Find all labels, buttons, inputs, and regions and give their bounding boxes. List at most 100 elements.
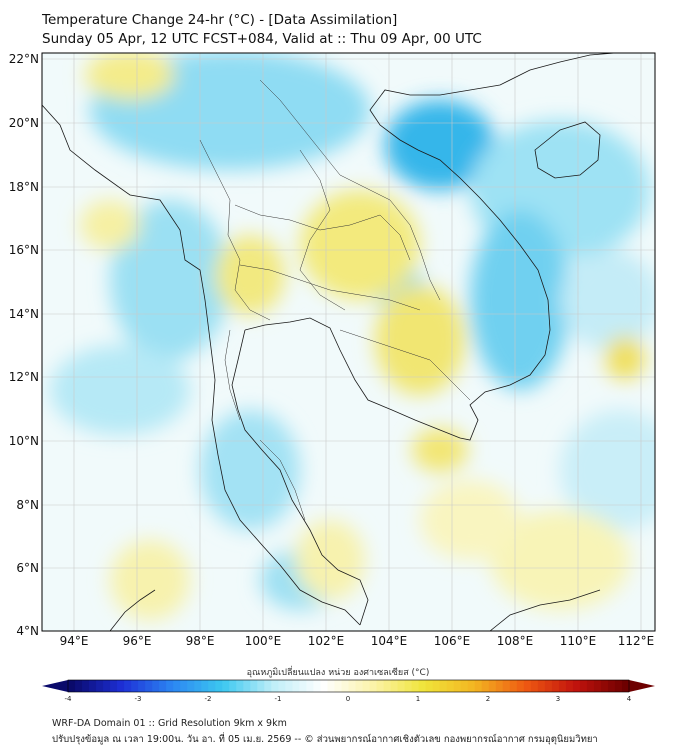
colorbar-cell xyxy=(180,680,188,692)
lat-label: 20°N xyxy=(9,116,39,130)
colorbar-cell xyxy=(222,680,230,692)
colorbar-cell xyxy=(467,680,476,692)
colorbar-cell xyxy=(502,680,511,692)
colorbar-cell xyxy=(446,680,455,692)
colorbar-cell xyxy=(187,680,195,692)
colorbar-tick: -3 xyxy=(135,695,142,703)
colorbar-cell xyxy=(138,680,146,692)
colorbar-cell xyxy=(390,680,399,692)
colorbar-cell xyxy=(488,680,497,692)
lat-label: 12°N xyxy=(9,370,39,384)
lat-label: 14°N xyxy=(9,307,39,321)
colorbar-cell xyxy=(439,680,448,692)
colorbar-tick: 4 xyxy=(627,695,632,703)
colorbar-cell xyxy=(278,680,286,692)
colorbar-tick: -2 xyxy=(205,695,212,703)
colorbar-cell xyxy=(68,680,76,692)
colorbar-cell xyxy=(621,680,630,692)
colorbar-tick: 1 xyxy=(416,695,420,703)
colorbar-cell xyxy=(271,680,279,692)
lon-label: 104°E xyxy=(371,634,408,648)
colorbar-cell xyxy=(537,680,546,692)
lon-label: 112°E xyxy=(618,634,655,648)
lon-label: 108°E xyxy=(497,634,534,648)
colorbar-tick: -1 xyxy=(275,695,282,703)
colorbar-cell xyxy=(509,680,518,692)
colorbar-cell xyxy=(572,680,581,692)
colorbar-cell xyxy=(173,680,181,692)
colorbar-cell xyxy=(565,680,574,692)
lat-label: 4°N xyxy=(16,624,39,638)
colorbar-cell xyxy=(474,680,483,692)
colorbar-cell xyxy=(236,680,244,692)
colorbar-cell xyxy=(131,680,139,692)
colorbar-cell xyxy=(614,680,623,692)
colorbar-tick: -4 xyxy=(65,695,73,703)
lon-label: 106°E xyxy=(434,634,471,648)
colorbar-cell xyxy=(292,680,300,692)
colorbar-cell xyxy=(551,680,560,692)
colorbar-cell xyxy=(453,680,462,692)
colorbar-cell xyxy=(341,680,349,692)
province-borders xyxy=(199,79,471,521)
colorbar-cell xyxy=(607,680,616,692)
colorbar-cell xyxy=(285,680,293,692)
colorbar: -4 -3 -2 -1 0 1 2 3 4 xyxy=(42,679,655,703)
colorbar-cell xyxy=(264,680,272,692)
map-frame xyxy=(41,52,656,632)
footer-update-info: ปรับปรุงข้อมูล ณ เวลา 19:00น. วัน อา. ที… xyxy=(52,734,598,745)
colorbar-cell xyxy=(600,680,609,692)
colorbar-cell xyxy=(208,680,216,692)
colorbar-label: อุณหภูมิเปลี่ยนแปลง หน่วย องศาเซลเซียส (… xyxy=(246,668,430,678)
colorbar-cell xyxy=(117,680,125,692)
lon-label: 98°E xyxy=(186,634,215,648)
colorbar-cell xyxy=(243,680,251,692)
colorbar-cell xyxy=(411,680,420,692)
coastlines xyxy=(42,53,616,631)
colorbar-cell xyxy=(369,680,378,692)
colorbar-tick: 0 xyxy=(346,695,350,703)
colorbar-cell xyxy=(516,680,525,692)
colorbar-cell xyxy=(327,680,335,692)
colorbar-cell xyxy=(215,680,223,692)
colorbar-cell xyxy=(257,680,265,692)
lon-label: 110°E xyxy=(560,634,597,648)
colorbar-cell xyxy=(558,680,567,692)
colorbar-cell xyxy=(166,680,174,692)
colorbar-cell xyxy=(96,680,104,692)
colorbar-cell xyxy=(89,680,97,692)
colorbar-cell xyxy=(383,680,392,692)
latitude-axis: 22°N 20°N 18°N 16°N 14°N 12°N 10°N 8°N 6… xyxy=(9,52,39,638)
colorbar-tick: 2 xyxy=(486,695,490,703)
longitude-axis: 94°E 96°E 98°E 100°E 102°E 104°E 106°E 1… xyxy=(60,634,655,648)
colorbar-cell xyxy=(348,680,357,692)
colorbar-cell xyxy=(544,680,553,692)
colorbar-cell xyxy=(306,680,314,692)
colorbar-tick: 3 xyxy=(556,695,560,703)
colorbar-cell xyxy=(82,680,90,692)
gridlines xyxy=(42,53,655,631)
colorbar-cell xyxy=(432,680,441,692)
lat-label: 18°N xyxy=(9,180,39,194)
colorbar-cell xyxy=(397,680,406,692)
lat-label: 16°N xyxy=(9,243,39,257)
lat-label: 22°N xyxy=(9,52,39,66)
colorbar-max-extend xyxy=(629,680,655,692)
colorbar-cell xyxy=(152,680,160,692)
colorbar-frame xyxy=(67,679,630,693)
colorbar-cell xyxy=(250,680,258,692)
colorbar-cell xyxy=(145,680,153,692)
lat-label: 6°N xyxy=(16,561,39,575)
colorbar-cell xyxy=(110,680,118,692)
colorbar-cell xyxy=(495,680,504,692)
colorbar-cell xyxy=(75,680,83,692)
colorbar-cell xyxy=(404,680,413,692)
lat-label: 8°N xyxy=(16,498,39,512)
colorbar-cell xyxy=(103,680,111,692)
colorbar-cell xyxy=(355,680,364,692)
lon-label: 96°E xyxy=(123,634,152,648)
colorbar-min-extend xyxy=(42,680,68,692)
colorbar-cell xyxy=(124,680,132,692)
lat-label: 10°N xyxy=(9,434,39,448)
